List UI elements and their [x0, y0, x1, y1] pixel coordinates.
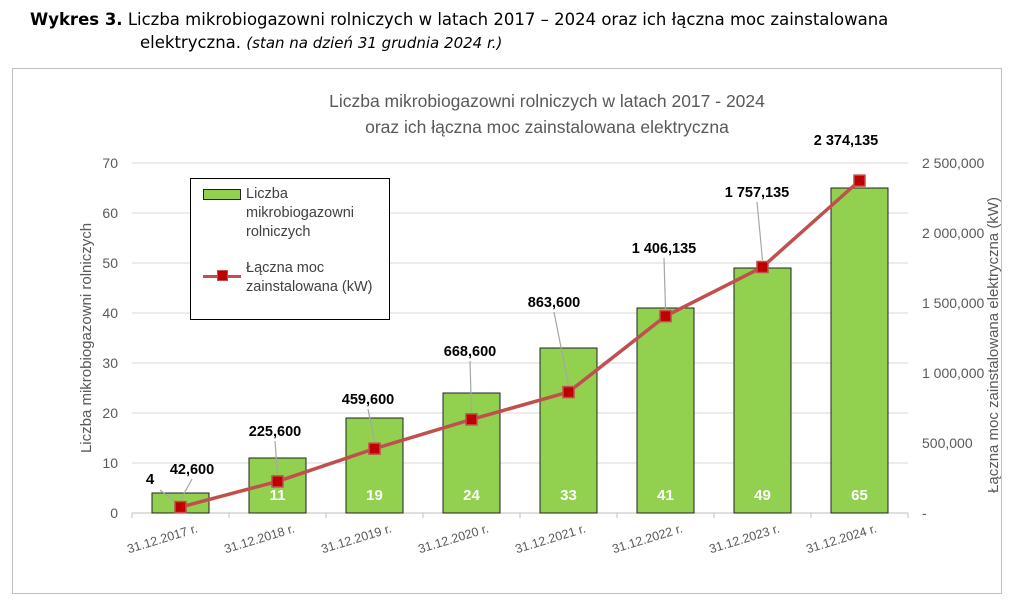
bar — [733, 267, 792, 514]
line-value-label: 2 374,135 — [814, 133, 879, 149]
bar-value-label: 24 — [463, 487, 480, 504]
y-tick-label: 20 — [102, 405, 118, 421]
line-value-label: 863,600 — [528, 295, 580, 311]
y2-tick-label: 500,000 — [922, 435, 973, 451]
label-leader-line — [469, 360, 473, 413]
x-tick-label: 31.12.2022 r. — [610, 521, 684, 556]
label-leader-line — [756, 201, 764, 261]
x-tick-label: 31.12.2023 r. — [707, 521, 781, 556]
chart-frame — [12, 68, 1002, 594]
y-tick-label: 60 — [102, 205, 118, 221]
x-tick-label: 31.12.2024 r. — [804, 521, 878, 556]
y-axis-title: Liczba mikrobiogazowni rolniczych — [78, 223, 95, 453]
line-value-label: 42,600 — [170, 462, 214, 478]
y2-tick-label: 1 000,000 — [922, 365, 984, 381]
bar-value-label: 4 — [146, 471, 155, 488]
y-tick-label: 30 — [102, 355, 118, 371]
bar-value-label: 41 — [657, 487, 674, 504]
series-line — [180, 179, 861, 509]
x-tick-label: 31.12.2018 r. — [222, 521, 296, 556]
y2-tick-label: 1 500,000 — [922, 295, 984, 311]
label-leader-line — [663, 257, 667, 310]
line-point — [174, 500, 187, 514]
bar-value-label: 19 — [366, 487, 383, 504]
label-leader-line — [367, 408, 376, 442]
x-tick-label: 31.12.2019 r. — [319, 521, 393, 556]
legend-label-line: Łączna moc zainstalowana (kW) — [246, 260, 373, 295]
legend: Liczba mikrobiogazowni rolniczych Łączna… — [190, 178, 390, 320]
chart-title-line-2: oraz ich łączna moc zainstalowana elektr… — [365, 117, 729, 137]
caption-text-cont: elektryczna. — [140, 33, 242, 52]
y-tick-label: 70 — [102, 155, 118, 171]
y2-tick-label: 2 000,000 — [922, 225, 984, 241]
label-leader-line — [553, 311, 570, 386]
line-point — [562, 385, 575, 399]
line-value-label: 1 406,135 — [632, 241, 697, 257]
label-leader-line — [274, 440, 279, 475]
caption-text: Liczba mikrobiogazowni rolniczych w lata… — [127, 10, 889, 29]
y-tick-label: 10 — [102, 455, 118, 471]
y-tick-label: 0 — [110, 505, 118, 521]
x-tick-label: 31.12.2021 r. — [513, 521, 587, 556]
line-point — [659, 309, 672, 323]
line-point — [271, 475, 284, 488]
figure-caption: Wykres 3. Liczba mikrobiogazowni rolnicz… — [30, 8, 988, 55]
x-tick-label: 31.12.2017 r. — [125, 521, 199, 556]
x-tick-label: 31.12.2020 r. — [416, 521, 490, 556]
chart-title: Liczba mikrobiogazowni rolniczych w lata… — [0, 88, 1024, 140]
bar-value-label: 33 — [560, 487, 577, 504]
label-leader-line — [179, 478, 193, 501]
y-tick-label: 50 — [102, 255, 118, 271]
y-tick-label: 40 — [102, 305, 118, 321]
bar-value-label: 11 — [270, 487, 286, 504]
bar — [636, 307, 695, 514]
line-point — [368, 442, 381, 455]
chart-title-line-1: Liczba mikrobiogazowni rolniczych w lata… — [329, 91, 765, 111]
bar-value-label: 65 — [851, 487, 868, 504]
bar — [345, 417, 404, 514]
y2-tick-label: - — [922, 505, 927, 521]
bar — [830, 187, 889, 514]
caption-note: (stan na dzień 31 grudnia 2024 r.) — [246, 34, 503, 52]
y2-tick-label: 2 500,000 — [922, 155, 984, 171]
line-value-label: 1 757,135 — [725, 185, 790, 201]
legend-swatch-bar — [203, 189, 241, 200]
line-value-label: 668,600 — [444, 344, 496, 360]
caption-lead: Wykres 3. — [30, 10, 123, 29]
line-value-label: 225,600 — [249, 424, 301, 440]
bar-value-label: 49 — [754, 487, 771, 504]
legend-swatch-marker — [217, 270, 228, 281]
line-value-label: 459,600 — [342, 392, 394, 408]
line-point — [465, 413, 478, 426]
y2-axis-title: Łączna moc zainstalowana elektryczna (kW… — [985, 197, 1002, 493]
label-leader-line — [159, 489, 177, 504]
legend-label-bars: Liczba mikrobiogazowni rolniczych — [246, 186, 354, 240]
line-point — [853, 174, 866, 187]
line-point — [756, 260, 769, 274]
